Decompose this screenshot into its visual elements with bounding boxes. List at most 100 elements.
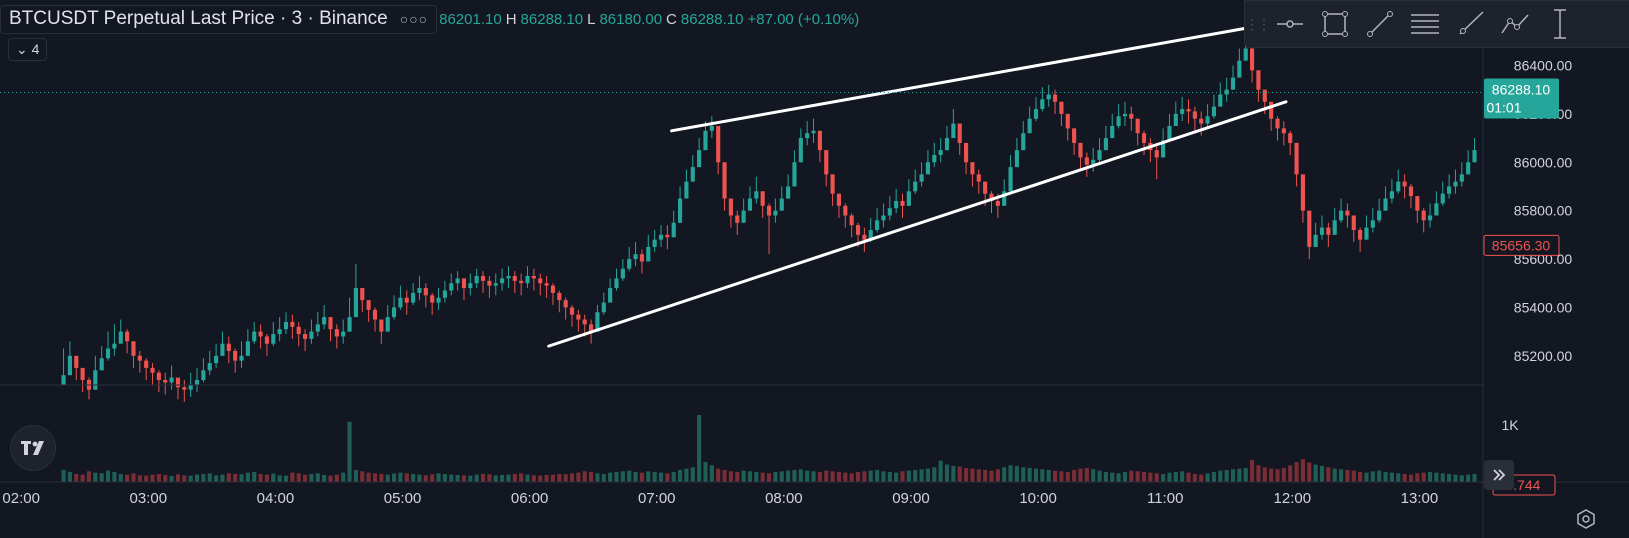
more-dots-icon[interactable]: ○○○ [399, 10, 429, 27]
candle-body [493, 283, 498, 286]
volume-bar [983, 469, 988, 482]
indicator-toggle[interactable]: ⌄ 4 [8, 38, 48, 61]
volume-bar [646, 471, 651, 482]
candle-body [900, 200, 905, 206]
volume-bar [1154, 473, 1159, 482]
volume-bar [1269, 468, 1274, 482]
volume-bar [1021, 467, 1026, 482]
candle-body [309, 331, 314, 339]
candle-body [74, 355, 79, 368]
candle-body [442, 290, 447, 298]
trend-line-icon[interactable] [1357, 4, 1402, 44]
volume-bar [1040, 469, 1045, 482]
candle-body [411, 292, 416, 303]
volume-bar [150, 474, 155, 482]
volume-bar [1447, 473, 1452, 482]
candle-body [194, 380, 200, 385]
volume-bar [1408, 474, 1414, 482]
volume-bar [894, 472, 899, 482]
candle-body [347, 317, 352, 332]
ray-icon[interactable] [1447, 4, 1492, 44]
rectangle-icon[interactable] [1312, 4, 1357, 44]
crosshair-price-tag [1483, 234, 1560, 256]
volume-bar [1230, 469, 1236, 482]
candle-body [1377, 210, 1382, 221]
candle-body [836, 193, 842, 206]
volume-bar [182, 475, 187, 482]
chart-settings-icon[interactable] [1572, 505, 1600, 533]
tradingview-logo-icon[interactable] [10, 425, 56, 471]
drag-handle-icon[interactable]: ⋮⋮ [1245, 15, 1271, 32]
candle-body [550, 285, 556, 293]
volume-bar [1453, 474, 1458, 482]
volume-bar [1046, 469, 1051, 482]
trend-line-1[interactable] [670, 25, 1256, 133]
candle-body [906, 191, 911, 206]
volume-bar [652, 471, 657, 482]
volume-bar [80, 474, 85, 482]
price-axis-label: 86400.00 [1514, 57, 1573, 73]
candle-body [118, 331, 123, 344]
volume-bar [754, 471, 759, 482]
volume-bar [976, 469, 981, 482]
candle-body [1313, 234, 1318, 247]
volume-bar [1122, 471, 1128, 482]
volume-bar [131, 473, 136, 482]
volume-bar [747, 471, 753, 482]
candle-body [226, 343, 231, 351]
volume-bar [538, 475, 543, 482]
candle-body [303, 334, 308, 339]
candle-body [1008, 167, 1013, 192]
volume-bar [900, 471, 905, 482]
volume-bar [1288, 465, 1293, 482]
volume-bar [1332, 468, 1337, 482]
candle-body [677, 198, 683, 223]
volume-bar [226, 473, 231, 482]
low-label: L [587, 10, 596, 28]
candle-body [1110, 125, 1115, 139]
volume-bar [938, 460, 943, 482]
volume-bar [862, 471, 867, 482]
candle-body [1262, 89, 1267, 102]
candle-body [372, 309, 378, 320]
candle-body [1173, 113, 1178, 126]
trend-line-2[interactable] [547, 100, 1288, 348]
candle-body [1408, 186, 1414, 197]
candle-body [811, 130, 816, 134]
volume-bar [372, 473, 378, 482]
candle-body [627, 259, 632, 269]
volume-bar [1440, 473, 1445, 482]
volume-bar [188, 475, 193, 482]
volume-bar [493, 475, 498, 482]
candle-body [105, 348, 111, 359]
countdown-label: 01:01 [1486, 100, 1521, 116]
candle-body [1466, 162, 1471, 175]
volume-bar [1161, 473, 1166, 482]
candle-body [264, 336, 270, 344]
volume-bar [798, 469, 803, 482]
candle-body [277, 329, 282, 335]
scroll-to-realtime-button[interactable] [1484, 460, 1514, 490]
path-icon[interactable] [1492, 4, 1537, 44]
symbol-title-box[interactable]: BTCUSDT Perpetual Last Price · 3 · Binan… [0, 4, 438, 34]
candle-body [1459, 174, 1464, 182]
volume-bar [608, 472, 613, 482]
volume-bar [61, 469, 66, 482]
candle-body [716, 125, 721, 163]
vertical-line-icon[interactable] [1537, 4, 1582, 44]
volume-bar [868, 470, 873, 482]
candle-body [633, 254, 638, 260]
candle-body [1256, 70, 1261, 90]
volume-pane [61, 415, 1477, 482]
volume-bar [525, 474, 530, 482]
candle-body [665, 234, 670, 238]
fib-retracement-icon[interactable] [1402, 4, 1447, 44]
candle-body [1453, 181, 1458, 187]
volume-bar [735, 471, 740, 482]
horizontal-ray-icon[interactable] [1267, 4, 1312, 44]
volume-bar [137, 475, 142, 482]
candle-body [1434, 203, 1439, 216]
candle-body [1072, 128, 1077, 143]
